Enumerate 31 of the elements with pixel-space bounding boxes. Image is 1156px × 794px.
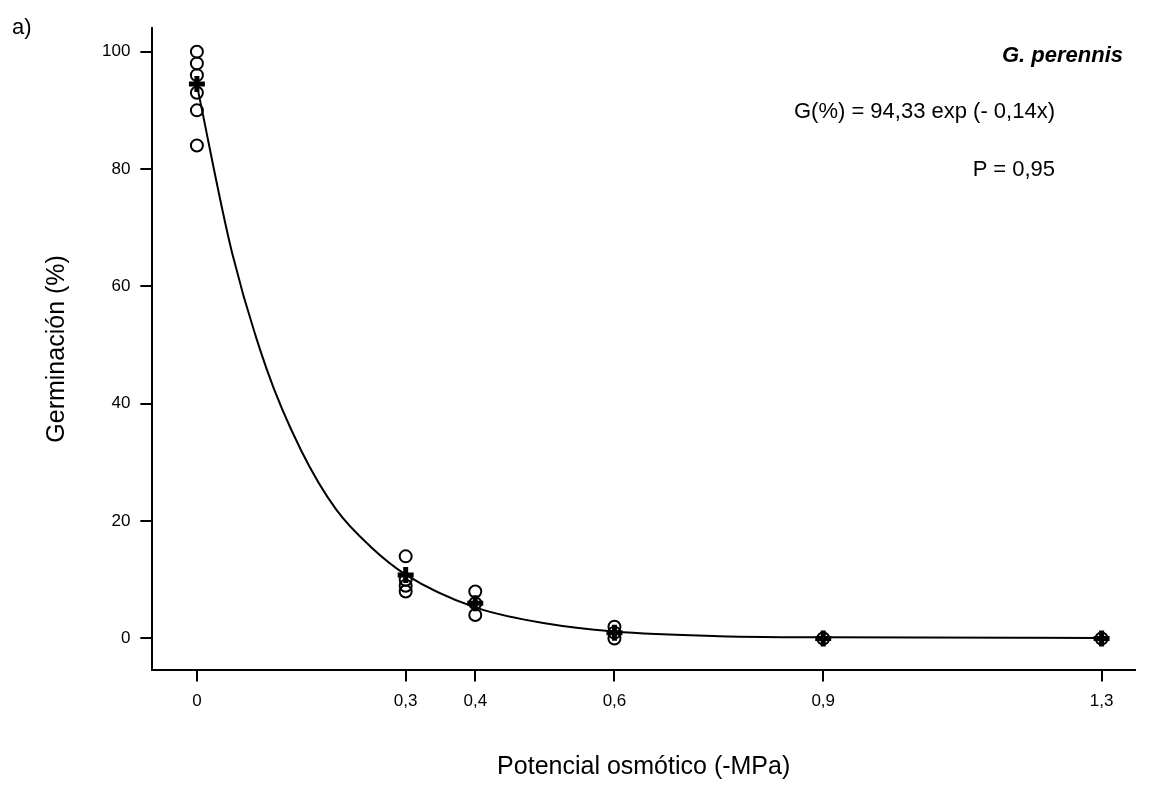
y-axis-title: Germinación (%) bbox=[40, 255, 69, 443]
x-tick-label: 0,6 bbox=[602, 691, 627, 711]
point bbox=[189, 85, 204, 100]
annotation: G(%) = 94,33 exp (- 0,14x) bbox=[793, 98, 1055, 124]
point bbox=[398, 578, 413, 593]
y-tick-label: 60 bbox=[111, 276, 131, 296]
point bbox=[189, 103, 204, 118]
point bbox=[186, 73, 208, 95]
y-tick-label: 20 bbox=[111, 510, 131, 530]
point bbox=[395, 564, 417, 586]
y-tick-label: 0 bbox=[120, 628, 131, 648]
x-tick-label: 0,3 bbox=[393, 691, 418, 711]
point bbox=[398, 584, 413, 599]
annotation: P = 0,95 bbox=[972, 156, 1055, 182]
text: G. perennis bbox=[1001, 42, 1123, 68]
point bbox=[468, 584, 483, 599]
x-tick-label: 0,9 bbox=[811, 691, 836, 711]
point bbox=[189, 44, 204, 59]
x-tick-label: 0 bbox=[192, 691, 202, 711]
text: a) bbox=[12, 14, 32, 40]
y-tick-label: 100 bbox=[101, 41, 131, 61]
point bbox=[468, 608, 483, 623]
point bbox=[398, 549, 413, 564]
x-tick-label: 1,3 bbox=[1089, 691, 1114, 711]
x-axis-title: Potencial osmótico (-MPa) bbox=[497, 750, 791, 779]
x-tick-label: 0,4 bbox=[463, 691, 488, 711]
y-tick-label: 40 bbox=[111, 393, 131, 413]
point bbox=[189, 68, 204, 83]
point bbox=[189, 56, 204, 71]
point bbox=[189, 138, 204, 153]
y-tick-label: 80 bbox=[111, 158, 131, 178]
